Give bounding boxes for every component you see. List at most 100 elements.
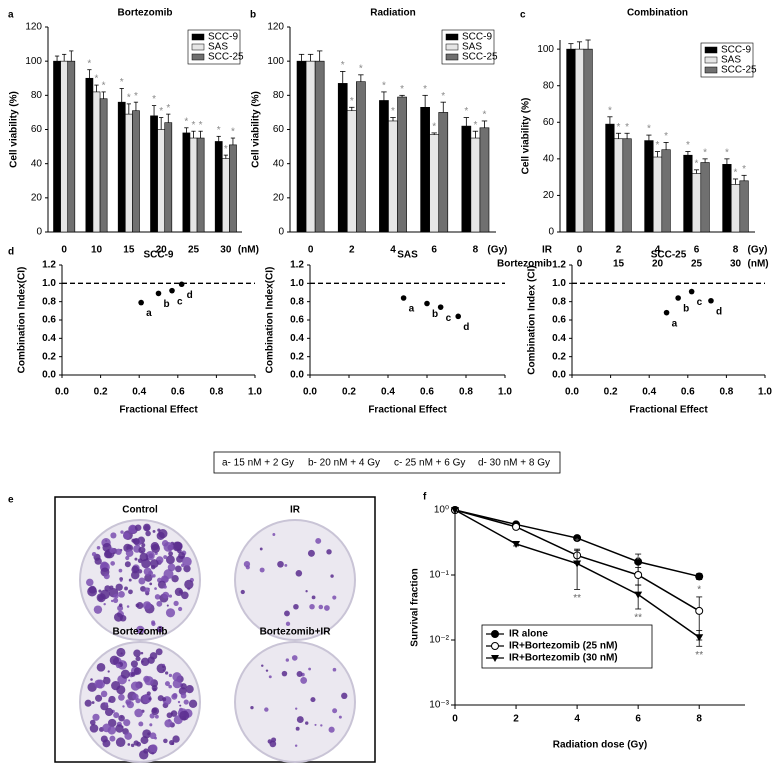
colony bbox=[268, 675, 272, 679]
colony bbox=[173, 600, 179, 606]
bar bbox=[461, 125, 472, 233]
bar bbox=[379, 100, 389, 233]
colony bbox=[116, 663, 121, 669]
colony bbox=[109, 547, 115, 554]
colony bbox=[124, 561, 131, 568]
colony bbox=[318, 604, 324, 610]
point bbox=[512, 522, 521, 531]
point bbox=[708, 297, 714, 304]
significance-mark: * bbox=[703, 147, 707, 158]
colony bbox=[96, 593, 106, 603]
colony bbox=[171, 742, 175, 746]
point bbox=[455, 313, 462, 320]
point-label: d bbox=[187, 290, 193, 301]
colony bbox=[116, 647, 126, 657]
colony bbox=[166, 604, 169, 607]
colony bbox=[98, 589, 102, 593]
colony bbox=[162, 663, 165, 666]
y-tick-label: 120 bbox=[25, 22, 42, 33]
legend-swatch bbox=[445, 43, 459, 51]
colony bbox=[95, 694, 103, 702]
colony bbox=[272, 533, 276, 536]
significance-mark: * bbox=[473, 120, 477, 131]
point bbox=[675, 295, 681, 301]
significance-mark: * bbox=[664, 131, 668, 142]
significance-mark: * bbox=[134, 91, 138, 102]
colony bbox=[285, 658, 289, 662]
x-tick-label: 1.0 bbox=[498, 387, 512, 398]
error-bar bbox=[159, 117, 164, 130]
colony bbox=[113, 593, 119, 599]
error-bar bbox=[702, 158, 708, 163]
colony bbox=[240, 589, 245, 595]
bar bbox=[583, 48, 593, 233]
point bbox=[663, 309, 670, 316]
significance-mark: * bbox=[647, 124, 651, 135]
colony bbox=[172, 679, 182, 689]
legend-swatch bbox=[191, 53, 205, 61]
colony bbox=[103, 676, 111, 685]
error-bar bbox=[422, 94, 428, 108]
key-box bbox=[213, 451, 561, 474]
error-bar bbox=[481, 120, 488, 128]
colony bbox=[332, 667, 337, 672]
colony bbox=[93, 605, 103, 614]
colony bbox=[124, 532, 129, 537]
colony bbox=[131, 565, 140, 574]
error-bar bbox=[298, 53, 305, 62]
error-bar bbox=[198, 130, 203, 139]
colony bbox=[315, 537, 322, 544]
x-unit: (nM) bbox=[238, 245, 259, 256]
point bbox=[695, 572, 704, 581]
error-bar bbox=[568, 43, 574, 50]
error-bar bbox=[191, 130, 196, 139]
significance-mark: * bbox=[152, 94, 156, 105]
colony bbox=[108, 695, 116, 704]
colony bbox=[133, 740, 139, 746]
y-tick-label: 20 bbox=[273, 192, 285, 203]
colony bbox=[141, 543, 146, 548]
point-label: b bbox=[432, 309, 438, 320]
colony bbox=[151, 707, 158, 714]
colony bbox=[110, 532, 117, 539]
significance-mark: ** bbox=[573, 593, 581, 604]
x-tick-label: 1.0 bbox=[248, 387, 262, 398]
colony bbox=[142, 693, 152, 704]
colony bbox=[89, 719, 96, 726]
y-tick-label: 10⁻² bbox=[429, 635, 449, 646]
error-bar bbox=[94, 84, 99, 92]
x-tick-label: 0.2 bbox=[604, 387, 618, 398]
colony bbox=[134, 708, 143, 718]
key-entry: c- 25 nM + 6 Gy bbox=[394, 458, 465, 469]
y-tick-label: 60 bbox=[543, 117, 555, 128]
colony bbox=[136, 602, 144, 609]
colony bbox=[140, 651, 144, 655]
colony bbox=[261, 664, 264, 667]
significance-mark: * bbox=[120, 77, 124, 88]
chart-title: Radiation bbox=[370, 8, 416, 19]
colony bbox=[295, 570, 303, 577]
y-tick-label: 0.0 bbox=[552, 370, 566, 381]
legend-label: IR alone bbox=[509, 629, 548, 640]
colony bbox=[144, 573, 153, 582]
colony bbox=[89, 724, 99, 733]
panel-letter: a bbox=[8, 10, 14, 21]
colony bbox=[305, 590, 308, 593]
colony bbox=[118, 603, 123, 607]
colony bbox=[103, 550, 112, 559]
x-unit: (Gy) bbox=[487, 245, 507, 256]
bar bbox=[356, 81, 366, 233]
colony bbox=[149, 744, 158, 753]
significance-mark: * bbox=[625, 122, 629, 133]
x-axis-title: Radiation dose (Gy) bbox=[553, 740, 647, 751]
colony bbox=[130, 672, 136, 677]
colony bbox=[100, 686, 103, 689]
error-bar bbox=[69, 50, 74, 62]
colony bbox=[140, 736, 149, 745]
colony bbox=[155, 648, 163, 656]
colony bbox=[152, 574, 156, 578]
y-axis-title: Combination Index(CI) bbox=[17, 267, 28, 374]
colony bbox=[284, 563, 288, 567]
colony bbox=[110, 561, 115, 566]
y-tick-label: 40 bbox=[543, 153, 555, 164]
